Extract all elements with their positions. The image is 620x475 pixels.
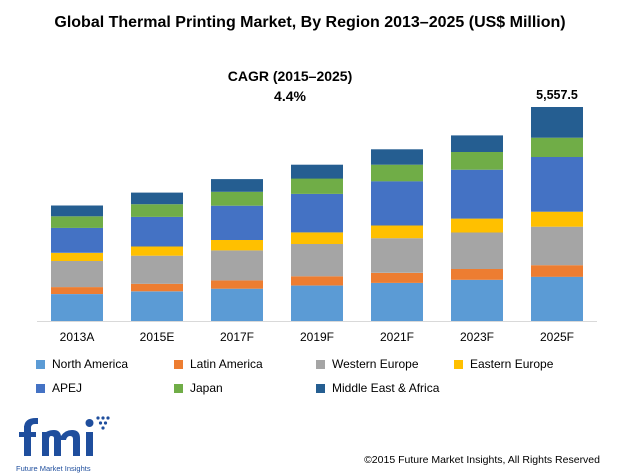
x-tick-labels: 2013A 2015E 2017F 2019F 2021F 2023F 2025F (60, 330, 574, 344)
cagr-value: 4.4% (274, 88, 306, 104)
legend-label: Japan (190, 381, 223, 395)
bar-segment-western-europe-2015E (131, 255, 183, 284)
legend-swatch (174, 383, 183, 393)
legend-swatch (36, 383, 45, 393)
bar-segment-western-europe-2023F (451, 232, 503, 269)
data-labels: 5,557.5 (536, 88, 578, 102)
bar-segment-western-europe-2017F (211, 250, 263, 281)
legend-item-latin-america: Latin America (174, 357, 316, 371)
x-tick-label: 2025F (540, 330, 574, 344)
bar-segment-middle-east-africa-2023F (451, 135, 503, 152)
bar-segment-north-america-2023F (451, 279, 503, 321)
legend-swatch (36, 359, 45, 369)
legend-row: APEJ Japan Middle East & Africa (36, 376, 596, 400)
bar-segment-japan-2017F (211, 191, 263, 206)
bar-segment-eastern-europe-2023F (451, 218, 503, 233)
bar-segment-eastern-europe-2015E (131, 246, 183, 256)
legend-label: Latin America (190, 357, 263, 371)
bar-segment-middle-east-africa-2017F (211, 179, 263, 192)
bar-segment-north-america-2017F (211, 288, 263, 321)
bar-segment-japan-2015E (131, 204, 183, 217)
x-tick-label: 2023F (460, 330, 494, 344)
bar-segment-latin-america-2013A (51, 287, 103, 294)
bar-group (51, 107, 583, 321)
bar-segment-eastern-europe-2017F (211, 240, 263, 251)
legend-item-north-america: North America (36, 357, 174, 371)
cagr-annotation: CAGR (2015–2025) 4.4% (190, 66, 390, 106)
bar-segment-eastern-europe-2025F (531, 211, 583, 227)
cagr-label: CAGR (2015–2025) (227, 68, 353, 84)
bar-segment-north-america-2015E (131, 291, 183, 321)
legend-swatch (316, 383, 325, 393)
bar-segment-latin-america-2015E (131, 283, 183, 292)
bar-segment-western-europe-2021F (371, 238, 423, 273)
bar-segment-middle-east-africa-2013A (51, 205, 103, 217)
bar-segment-north-america-2025F (531, 276, 583, 321)
logo-tagline: Future Market Insights (16, 464, 91, 473)
x-tick-label: 2015E (140, 330, 175, 344)
legend-item-apej: APEJ (36, 381, 174, 395)
bar-segment-japan-2025F (531, 137, 583, 157)
legend-label: Western Europe (332, 357, 419, 371)
bar-segment-middle-east-africa-2019F (291, 164, 343, 179)
bar-segment-north-america-2019F (291, 285, 343, 321)
bar-segment-japan-2013A (51, 216, 103, 228)
chart-title: Global Thermal Printing Market, By Regio… (54, 14, 566, 31)
bar-segment-eastern-europe-2013A (51, 252, 103, 261)
x-tick-label: 2017F (220, 330, 254, 344)
bar-segment-apej-2023F (451, 169, 503, 219)
bar-segment-apej-2025F (531, 157, 583, 212)
bar-segment-apej-2017F (211, 205, 263, 240)
legend-label: Middle East & Africa (332, 381, 440, 395)
bar-segment-eastern-europe-2019F (291, 232, 343, 244)
legend-item-middle-east-africa: Middle East & Africa (316, 381, 454, 395)
bar-segment-latin-america-2017F (211, 280, 263, 289)
legend-label: Eastern Europe (470, 357, 554, 371)
stacked-bar-chart: 2013A 2015E 2017F 2019F 2021F 2023F 2025F 5,55… (37, 88, 597, 344)
x-tick-label: 2019F (300, 330, 334, 344)
bar-segment-apej-2013A (51, 227, 103, 253)
bar-segment-middle-east-africa-2015E (131, 192, 183, 205)
bar-segment-japan-2019F (291, 178, 343, 194)
bar-segment-apej-2019F (291, 193, 343, 233)
x-tick-label: 2013A (60, 330, 95, 344)
legend-swatch (454, 359, 463, 369)
bar-segment-latin-america-2023F (451, 269, 503, 280)
bar-segment-middle-east-africa-2025F (531, 107, 583, 138)
legend-swatch (316, 359, 325, 369)
bar-segment-north-america-2021F (371, 282, 423, 321)
legend-item-japan: Japan (174, 381, 316, 395)
bar-segment-apej-2021F (371, 181, 423, 226)
legend: North America Latin America Western Europe… (36, 352, 596, 400)
bar-segment-apej-2015E (131, 216, 183, 247)
bar-segment-eastern-europe-2021F (371, 225, 423, 239)
bar-segment-japan-2021F (371, 164, 423, 182)
data-label-total: 5,557.5 (536, 88, 578, 102)
legend-item-western-europe: Western Europe (316, 357, 454, 371)
legend-label: APEJ (52, 381, 83, 395)
bar-segment-latin-america-2019F (291, 276, 343, 286)
bar-segment-latin-america-2021F (371, 272, 423, 283)
legend-label: North America (52, 357, 129, 371)
bar-segment-western-europe-2025F (531, 226, 583, 266)
x-tick-label: 2021F (380, 330, 414, 344)
bar-segment-western-europe-2013A (51, 260, 103, 288)
legend-row: North America Latin America Western Europe… (36, 352, 596, 376)
fmi-logo: Future Market Insights (16, 414, 126, 473)
bar-segment-japan-2023F (451, 152, 503, 170)
legend-swatch (174, 359, 183, 369)
legend-item-eastern-europe: Eastern Europe (454, 357, 594, 371)
bar-segment-middle-east-africa-2021F (371, 149, 423, 165)
bar-segment-north-america-2013A (51, 294, 103, 321)
copyright-text: ©2015 Future Market Insights, All Rights… (364, 454, 600, 466)
fmi-logo-icon (19, 416, 110, 456)
bar-segment-western-europe-2019F (291, 244, 343, 277)
bar-segment-latin-america-2025F (531, 265, 583, 277)
